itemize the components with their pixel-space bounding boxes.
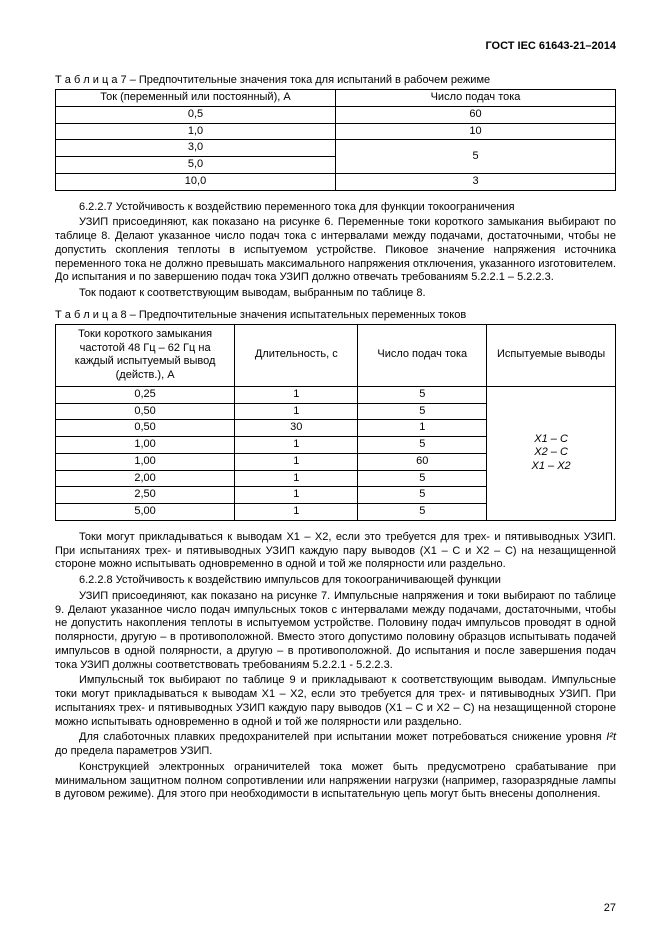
table8: Токи короткого замыкания частотой 48 Гц … [55, 324, 616, 521]
table7-cell: 5,0 [56, 157, 336, 174]
table8-cell: 2,50 [56, 487, 235, 504]
table8-cell: 1,00 [56, 437, 235, 454]
section-6228-title: 6.2.2.8 Устойчивость к воздействию импул… [55, 574, 616, 588]
table7-cell-merged: 5 [336, 140, 616, 174]
section-6228-body2: Импульсный ток выбирают по таблице 9 и п… [55, 674, 616, 729]
table8-cell: 1 [235, 453, 358, 470]
table7-cell: 60 [336, 106, 616, 123]
table7-title: – Предпочтительные значения тока для исп… [127, 74, 490, 86]
table7-header-count: Число подач тока [336, 90, 616, 107]
table8-label: Т а б л и ц а 8 [55, 309, 127, 321]
table8-cell: 5 [358, 386, 487, 403]
table7-label: Т а б л и ц а 7 [55, 74, 127, 86]
table8-title: – Предпочтительные значения испытательны… [127, 309, 467, 321]
page-number: 27 [604, 902, 616, 914]
table8-cell: 5 [358, 504, 487, 521]
table8-cell: 1 [235, 470, 358, 487]
table8-cell: 0,50 [56, 403, 235, 420]
table8-cell: 1 [235, 487, 358, 504]
table8-cell: 5 [358, 470, 487, 487]
table8-cell: 1,00 [56, 453, 235, 470]
table8-header: Испытуемые выводы [487, 324, 616, 386]
section-6227-title: 6.2.2.7 Устойчивость к воздействию перем… [55, 201, 616, 215]
table8-cell: 0,25 [56, 386, 235, 403]
table8-caption: Т а б л и ц а 8 – Предпочтительные значе… [55, 309, 616, 321]
table8-cell: 1 [235, 437, 358, 454]
table8-header: Токи короткого замыкания частотой 48 Гц … [56, 324, 235, 386]
table8-cell: 60 [358, 453, 487, 470]
table7: Ток (переменный или постоянный), А Число… [55, 89, 616, 191]
table7-cell: 10 [336, 123, 616, 140]
table8-cell: 2,00 [56, 470, 235, 487]
table7-cell: 10,0 [56, 173, 336, 190]
para-design: Конструкцией электронных ограничителей т… [55, 761, 616, 802]
fuse-i2t: I²t [606, 731, 616, 743]
table7-header-current: Ток (переменный или постоянный), А [56, 90, 336, 107]
table8-header: Длительность, с [235, 324, 358, 386]
table8-cell: 5,00 [56, 504, 235, 521]
table8-cell: 5 [358, 437, 487, 454]
table8-cell: 5 [358, 487, 487, 504]
table8-cell: 1 [235, 386, 358, 403]
table8-terminals: X1 – C X2 – C X1 – X2 [487, 386, 616, 520]
terminals-line: X2 – C [491, 446, 611, 460]
section-6227-body1: УЗИП присоединяют, как показано на рисун… [55, 216, 616, 285]
table7-cell: 3 [336, 173, 616, 190]
table7-cell: 1,0 [56, 123, 336, 140]
fuse-prefix: Для слаботочных плавких предохранителей … [79, 731, 606, 743]
table7-cell: 0,5 [56, 106, 336, 123]
table8-cell: 1 [358, 420, 487, 437]
table8-cell: 5 [358, 403, 487, 420]
section-6228-body1: УЗИП присоединяют, как показано на рисун… [55, 590, 616, 673]
document-header: ГОСТ IEC 61643-21–2014 [55, 40, 616, 52]
terminals-line: X1 – C [491, 433, 611, 447]
terminals-line: X1 – X2 [491, 460, 611, 474]
table8-cell: 1 [235, 403, 358, 420]
table8-cell: 0,50 [56, 420, 235, 437]
table8-cell: 30 [235, 420, 358, 437]
table8-header: Число подач тока [358, 324, 487, 386]
section-6227-body2: Ток подают к соответствующим выводам, вы… [55, 287, 616, 301]
para-fuse: Для слаботочных плавких предохранителей … [55, 731, 616, 759]
table7-cell: 3,0 [56, 140, 336, 157]
para-after-table8: Токи могут прикладываться к выводам X1 –… [55, 531, 616, 572]
fuse-suffix: до предела параметров УЗИП. [55, 745, 212, 757]
table8-cell: 1 [235, 504, 358, 521]
table7-caption: Т а б л и ц а 7 – Предпочтительные значе… [55, 74, 616, 86]
